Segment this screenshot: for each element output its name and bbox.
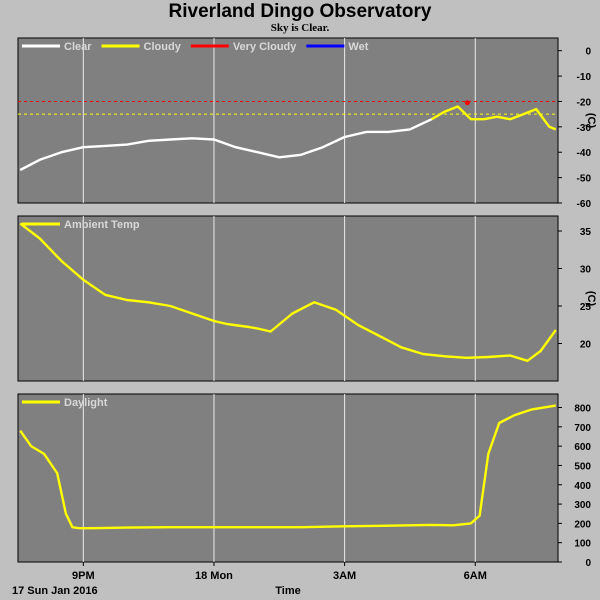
y-tick-label: -20 xyxy=(577,97,592,108)
y-tick-label: 500 xyxy=(574,461,591,472)
y-tick-label: 200 xyxy=(574,519,591,530)
series-line-daylight xyxy=(19,404,556,530)
y-tick-label: -30 xyxy=(577,123,592,134)
date-label: 17 Sun Jan 2016 xyxy=(12,585,98,597)
legend-label: Cloudy xyxy=(144,41,182,53)
y-tick-label: 0 xyxy=(585,558,591,569)
y-tick-label: 700 xyxy=(574,423,591,434)
legend-label: Wet xyxy=(348,41,368,53)
y-tick-label: -60 xyxy=(577,199,592,210)
x-tick-label: 9PM xyxy=(72,570,95,582)
y-tick-label: 30 xyxy=(580,265,592,276)
y-tick-label: -10 xyxy=(577,72,592,83)
y-tick-label: 0 xyxy=(585,47,591,58)
y-tick-label: 100 xyxy=(574,539,591,550)
plot-area xyxy=(17,215,559,382)
plot-area xyxy=(17,393,559,563)
legend-label: Clear xyxy=(64,41,92,53)
series-line-clear xyxy=(19,118,433,172)
legend-label: Very Cloudy xyxy=(233,41,297,53)
chart-subtitle: Sky is Clear. xyxy=(270,22,330,34)
x-axis-label: Time xyxy=(275,585,300,597)
y-tick-label: 400 xyxy=(574,481,591,492)
series-line-ambient-temp xyxy=(19,222,557,362)
y-tick-label: 300 xyxy=(574,500,591,511)
y-tick-label: -50 xyxy=(577,174,592,185)
panel-sky: 0 -10 -20 -30 -40 -50 -60 (C) Clear Cloudy Very Cl… xyxy=(17,37,597,210)
x-tick-label: 6AM xyxy=(464,570,487,582)
chart-title: Riverland Dingo Observatory xyxy=(168,1,432,22)
x-tick-label: 3AM xyxy=(333,570,356,582)
y-tick-label: 800 xyxy=(574,404,591,415)
y-tick-label: -40 xyxy=(577,148,592,159)
y-axis-unit: (C) xyxy=(585,113,597,129)
y-tick-label: 35 xyxy=(580,227,592,238)
y-tick-label: 20 xyxy=(580,340,592,351)
panel-daylight: 800 700 600 500 400 300 200 100 0 Daylight xyxy=(17,393,591,569)
legend-label: Daylight xyxy=(64,397,108,409)
series-point-very-cloudy xyxy=(464,100,470,106)
y-tick-label: 600 xyxy=(574,442,591,453)
y-tick-label: 25 xyxy=(580,302,592,313)
series-line-cloudy xyxy=(431,105,557,131)
legend-label: Ambient Temp xyxy=(64,219,140,231)
y-axis-unit: (C) xyxy=(585,291,597,307)
plot-area xyxy=(17,37,559,204)
panel-ambient: 35 30 25 20 (C) Ambient Temp xyxy=(17,215,597,382)
x-tick-label: 18 Mon xyxy=(195,570,233,582)
